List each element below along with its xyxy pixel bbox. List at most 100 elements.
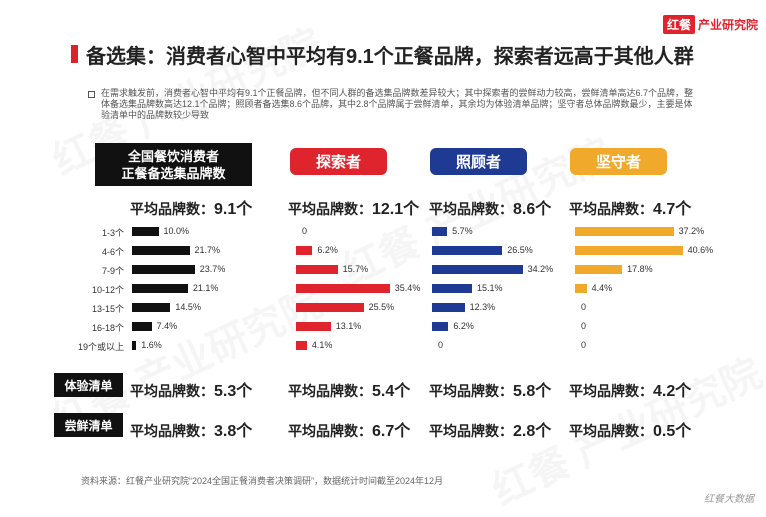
experience-value: 5.8个 [513, 383, 552, 400]
experience-caretaker: 平均品牌数：5.8个 [429, 377, 551, 401]
bar [132, 227, 159, 236]
header-all-consumers: 全国餐饮消费者 正餐备选集品牌数 [95, 143, 252, 186]
avg-label: 平均品牌数： [288, 383, 372, 399]
row-label-trial: 尝鲜清单 [54, 413, 123, 437]
data-label: 4.1% [311, 340, 333, 350]
bar [575, 246, 683, 255]
bar [132, 284, 188, 293]
trial-keeper: 平均品牌数：0.5个 [569, 417, 691, 441]
header-keeper-label: 坚守者 [595, 154, 641, 171]
bar [132, 322, 152, 331]
data-label: 35.4% [394, 283, 421, 293]
data-label: 14.5% [175, 302, 201, 312]
data-label: 0 [581, 340, 587, 350]
data-label: 37.2% [678, 226, 705, 236]
title-accent-bar [71, 45, 78, 63]
data-label: 0 [581, 302, 587, 312]
avg-caretaker: 平均品牌数：8.6个 [429, 195, 551, 219]
data-label: 12.3% [469, 302, 496, 312]
data-label: 40.6% [687, 245, 714, 255]
header-explorer-label: 探索者 [315, 154, 361, 171]
header-caretaker: 照顾者 [430, 148, 527, 175]
page-title: 备选集：消费者心智中平均有9.1个正餐品牌，探索者远高于其他人群 [86, 46, 694, 68]
category-label: 4-6个 [101, 247, 124, 257]
avg-explorer: 平均品牌数：12.1个 [288, 195, 419, 219]
avg-label: 平均品牌数： [288, 201, 372, 217]
data-label: 6.2% [453, 321, 474, 331]
trial-caretaker: 平均品牌数：2.8个 [429, 417, 551, 441]
bar [575, 284, 587, 293]
avg-label: 平均品牌数： [130, 383, 214, 399]
bar [432, 284, 472, 293]
avg-label: 平均品牌数： [569, 201, 653, 217]
bar [296, 341, 307, 350]
data-label: 4.4% [591, 283, 613, 293]
avg-value: 12.1个 [372, 201, 420, 218]
bar [575, 265, 623, 274]
data-label: 13.1% [335, 321, 362, 331]
data-label: 0 [438, 340, 444, 350]
trial-value: 2.8个 [513, 423, 552, 440]
trial-all: 平均品牌数：3.8个 [130, 417, 252, 441]
bar [575, 227, 674, 236]
data-label: 10.0% [163, 226, 190, 236]
category-label: 19个或以上 [77, 342, 124, 352]
data-label: 0 [302, 226, 308, 236]
data-label: 15.1% [477, 283, 503, 293]
data-label: 21.7% [194, 245, 221, 255]
brand-logo: 红餐 产业研究院 [663, 14, 758, 34]
bar [432, 265, 523, 274]
avg-label: 平均品牌数： [569, 423, 653, 439]
row-label-experience: 体验清单 [54, 373, 123, 397]
avg-value: 8.6个 [513, 201, 552, 218]
experience-value: 5.3个 [214, 383, 253, 400]
avg-label: 平均品牌数： [429, 383, 513, 399]
trial-explorer: 平均品牌数：6.7个 [288, 417, 410, 441]
bar [296, 246, 313, 255]
category-label: 7-9个 [101, 266, 124, 276]
data-label: 26.5% [507, 245, 533, 255]
bar [132, 303, 171, 312]
data-label: 0 [581, 321, 587, 331]
avg-keeper: 平均品牌数：4.7个 [569, 195, 691, 219]
experience-value: 5.4个 [372, 383, 411, 400]
logo-text: 产业研究院 [698, 17, 759, 32]
avg-label: 平均品牌数： [429, 201, 513, 217]
trial-value: 0.5个 [653, 423, 692, 440]
source-note: 资料来源：红餐产业研究院“2024全国正餐消费者决策调研”，数据统计时间截至20… [81, 476, 444, 486]
avg-all: 平均品牌数：9.1个 [130, 195, 252, 219]
bar [132, 246, 190, 255]
data-label: 17.8% [627, 264, 653, 274]
category-label: 16-18个 [91, 323, 124, 333]
experience-keeper: 平均品牌数：4.2个 [569, 377, 691, 401]
category-label: 10-12个 [91, 285, 124, 295]
summary-note: 在需求触发前，消费者心智中平均有9.1个正餐品牌，但不同人群的备选集品牌数差异较… [101, 88, 694, 120]
avg-label: 平均品牌数： [130, 423, 214, 439]
experience-all: 平均品牌数：5.3个 [130, 377, 252, 401]
bar [432, 322, 449, 331]
avg-label: 平均品牌数： [288, 423, 372, 439]
avg-label: 平均品牌数： [130, 201, 214, 217]
trial-value: 3.8个 [214, 423, 253, 440]
experience-value: 4.2个 [653, 383, 692, 400]
data-label: 7.4% [156, 321, 178, 331]
data-label: 21.1% [192, 283, 219, 293]
data-label: 34.2% [527, 264, 554, 274]
data-label: 23.7% [199, 264, 226, 274]
header-keeper: 坚守者 [570, 148, 667, 175]
category-label: 13-15个 [91, 304, 124, 314]
header-all-label: 全国餐饮消费者 正餐备选集品牌数 [121, 148, 226, 181]
header-explorer: 探索者 [290, 148, 387, 175]
avg-value: 4.7个 [653, 201, 692, 218]
header-caretaker-label: 照顾者 [455, 154, 501, 171]
category-label: 1-3个 [101, 228, 124, 238]
logo-box: 红餐 [663, 14, 696, 34]
avg-label: 平均品牌数： [569, 383, 653, 399]
experience-explorer: 平均品牌数：5.4个 [288, 377, 410, 401]
note-bullet-icon [88, 91, 95, 98]
corner-watermark: 红餐大数据 [704, 494, 754, 505]
data-label: 25.5% [368, 302, 395, 312]
bar [132, 265, 195, 274]
bar [132, 341, 137, 350]
avg-value: 9.1个 [214, 201, 253, 218]
